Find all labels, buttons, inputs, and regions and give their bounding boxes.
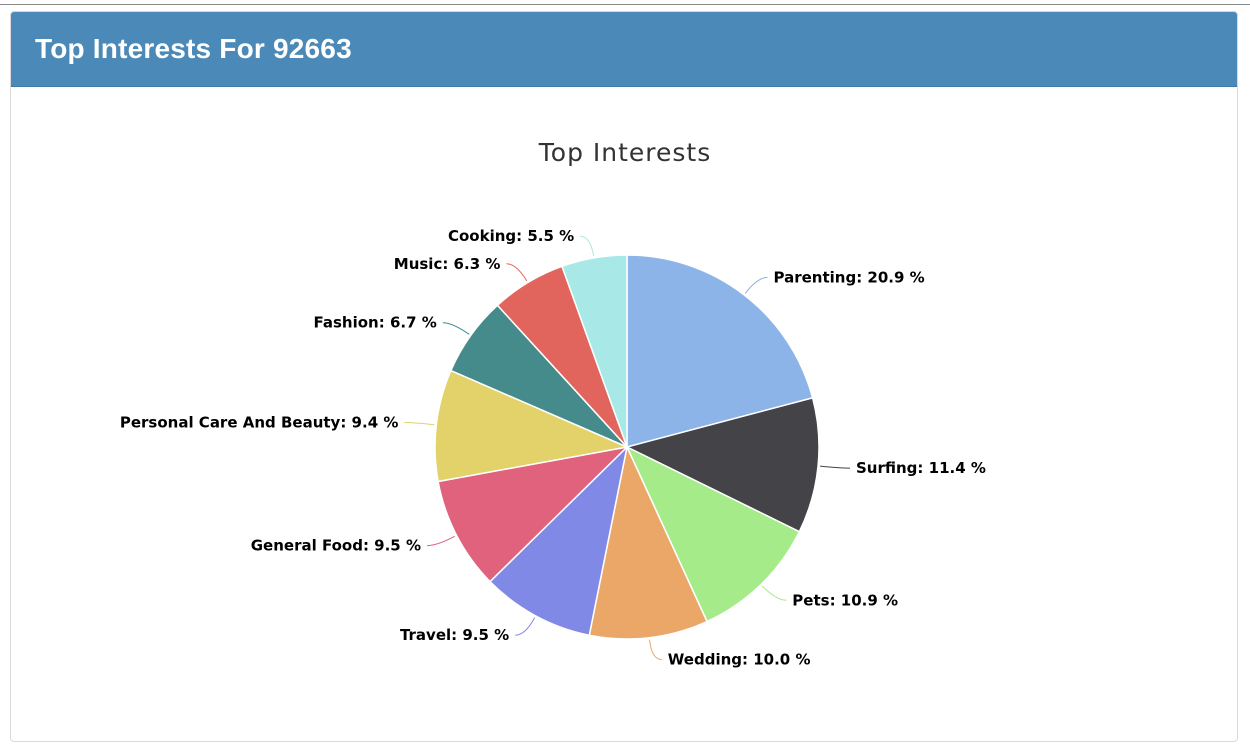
pie-slice-surfing[interactable] — [626, 397, 820, 533]
panel-title: Top Interests For 92663 — [35, 33, 352, 64]
connector-music — [506, 263, 528, 282]
data-label-personal-care-and-beauty: Personal Care And Beauty: 9.4 % — [120, 414, 399, 432]
pie-slice-parenting[interactable] — [626, 254, 814, 448]
data-label-fashion: Fashion: 6.7 % — [314, 314, 437, 332]
connector-parenting — [744, 276, 768, 294]
connector-fashion — [442, 322, 470, 335]
label-connectors — [404, 235, 851, 661]
connector-travel — [515, 617, 536, 636]
data-label-music: Music: 6.3 % — [394, 255, 501, 273]
pie-slice-general-food[interactable] — [437, 446, 628, 583]
panel-header: Top Interests For 92663 — [11, 12, 1237, 87]
pie-slice-travel[interactable] — [489, 446, 628, 637]
data-label-parenting: Parenting: 20.9 % — [774, 268, 925, 286]
chart-title: Top Interests — [538, 138, 712, 167]
connector-cooking — [580, 235, 595, 256]
pie-slice-pets[interactable] — [626, 446, 801, 623]
pie-slices — [434, 254, 820, 640]
data-label-cooking: Cooking: 5.5 % — [448, 227, 574, 245]
data-label-surfing: Surfing: 11.4 % — [856, 459, 986, 477]
data-labels: Parenting: 20.9 % Surfing: 11.4 % Pets: 10… — [120, 227, 986, 668]
data-label-wedding: Wedding: 10.0 % — [668, 651, 811, 669]
data-label-travel: Travel: 9.5 % — [400, 626, 509, 644]
connector-pets — [761, 585, 787, 601]
connector-general-food — [426, 535, 456, 547]
data-label-general-food: General Food: 9.5 % — [251, 537, 421, 555]
pie-slice-cooking[interactable] — [561, 254, 628, 448]
data-label-pets: Pets: 10.9 % — [792, 591, 898, 609]
top-rule — [0, 0, 1250, 5]
connector-personal-care-and-beauty — [404, 422, 435, 426]
pie-slice-personal-care-and-beauty[interactable] — [434, 369, 628, 483]
connector-wedding — [649, 639, 662, 661]
pie-slice-wedding[interactable] — [588, 446, 708, 640]
connector-surfing — [820, 465, 851, 469]
